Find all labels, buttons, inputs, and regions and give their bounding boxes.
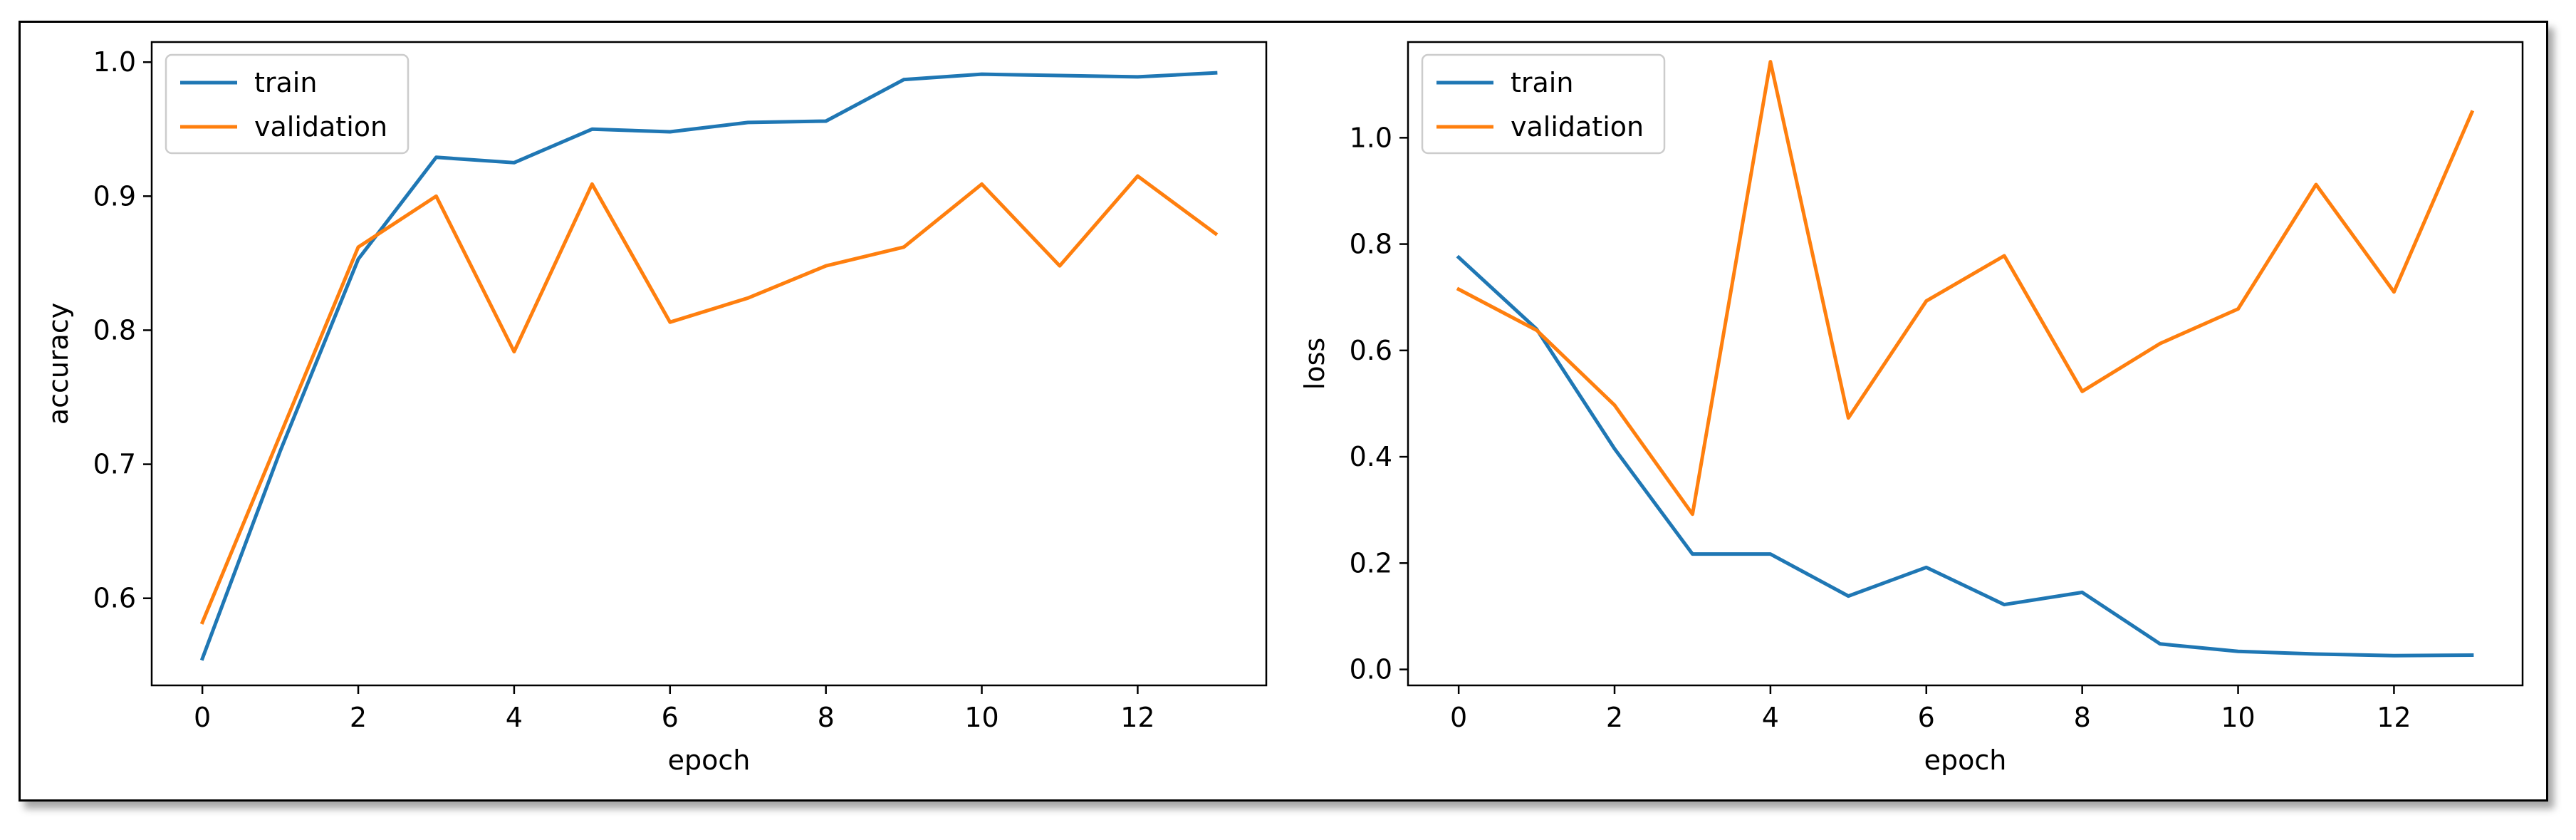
y-tick-label: 0.7	[93, 449, 136, 480]
plot-frame	[1407, 41, 2524, 687]
legend-label-validation: validation	[1511, 111, 1644, 142]
x-tick-label: 2	[350, 702, 367, 733]
x-tick-label: 2	[1606, 702, 1623, 733]
x-tick-label: 4	[506, 702, 523, 733]
legend-label-validation: validation	[254, 111, 387, 142]
x-tick-label: 0	[194, 702, 211, 733]
y-tick-label: 0.4	[1350, 441, 1392, 472]
plot-frame	[150, 41, 1268, 687]
y-tick-label: 0.2	[1350, 547, 1392, 579]
x-tick-label: 12	[2377, 702, 2411, 733]
x-tick-label: 6	[662, 702, 679, 733]
x-tick-label: 10	[2221, 702, 2255, 733]
series-line-train	[1456, 254, 2474, 658]
loss-chart: 0 2 4 6 8 10 12 0.0 0.2 0.4 0.6 0.8 1.0 epoch loss trai…	[1299, 41, 2524, 776]
x-tick-label: 10	[964, 702, 998, 733]
chart-canvas: 0 2 4 6 8 10 12 0.6 0.7 0.8 0.9 1.0 epoch accuracy tra…	[43, 41, 2524, 776]
y-tick-label: 0.8	[1350, 229, 1392, 260]
y-tick-label: 0.8	[93, 314, 136, 346]
y-tick-label: 0.0	[1350, 654, 1392, 685]
x-tick-label: 6	[1918, 702, 1935, 733]
x-tick-label: 8	[818, 702, 835, 733]
legend-label-train: train	[254, 67, 317, 98]
x-tick-label: 12	[1120, 702, 1154, 733]
x-tick-label: 4	[1762, 702, 1779, 733]
y-tick-label: 1.0	[93, 46, 136, 78]
y-tick-label: 1.0	[1350, 122, 1392, 153]
y-tick-label: 0.6	[1350, 335, 1392, 366]
x-axis-label: epoch	[668, 745, 751, 776]
figure: 0 2 4 6 8 10 12 0.6 0.7 0.8 0.9 1.0 epoch accuracy tra…	[19, 21, 2548, 802]
y-axis-label: loss	[1299, 338, 1330, 390]
y-axis-label: accuracy	[43, 303, 74, 425]
y-tick-label: 0.9	[93, 180, 136, 212]
x-axis-label: epoch	[1924, 745, 2007, 776]
accuracy-chart: 0 2 4 6 8 10 12 0.6 0.7 0.8 0.9 1.0 epoch accuracy tra…	[43, 41, 1268, 776]
y-tick-label: 0.6	[93, 583, 136, 614]
x-tick-label: 8	[2074, 702, 2091, 733]
series-line-validation	[199, 174, 1219, 625]
legend-label-train: train	[1511, 67, 1573, 98]
series-line-train	[199, 71, 1218, 661]
series-line-validation	[1456, 60, 2475, 517]
x-tick-label: 0	[1450, 702, 1467, 733]
